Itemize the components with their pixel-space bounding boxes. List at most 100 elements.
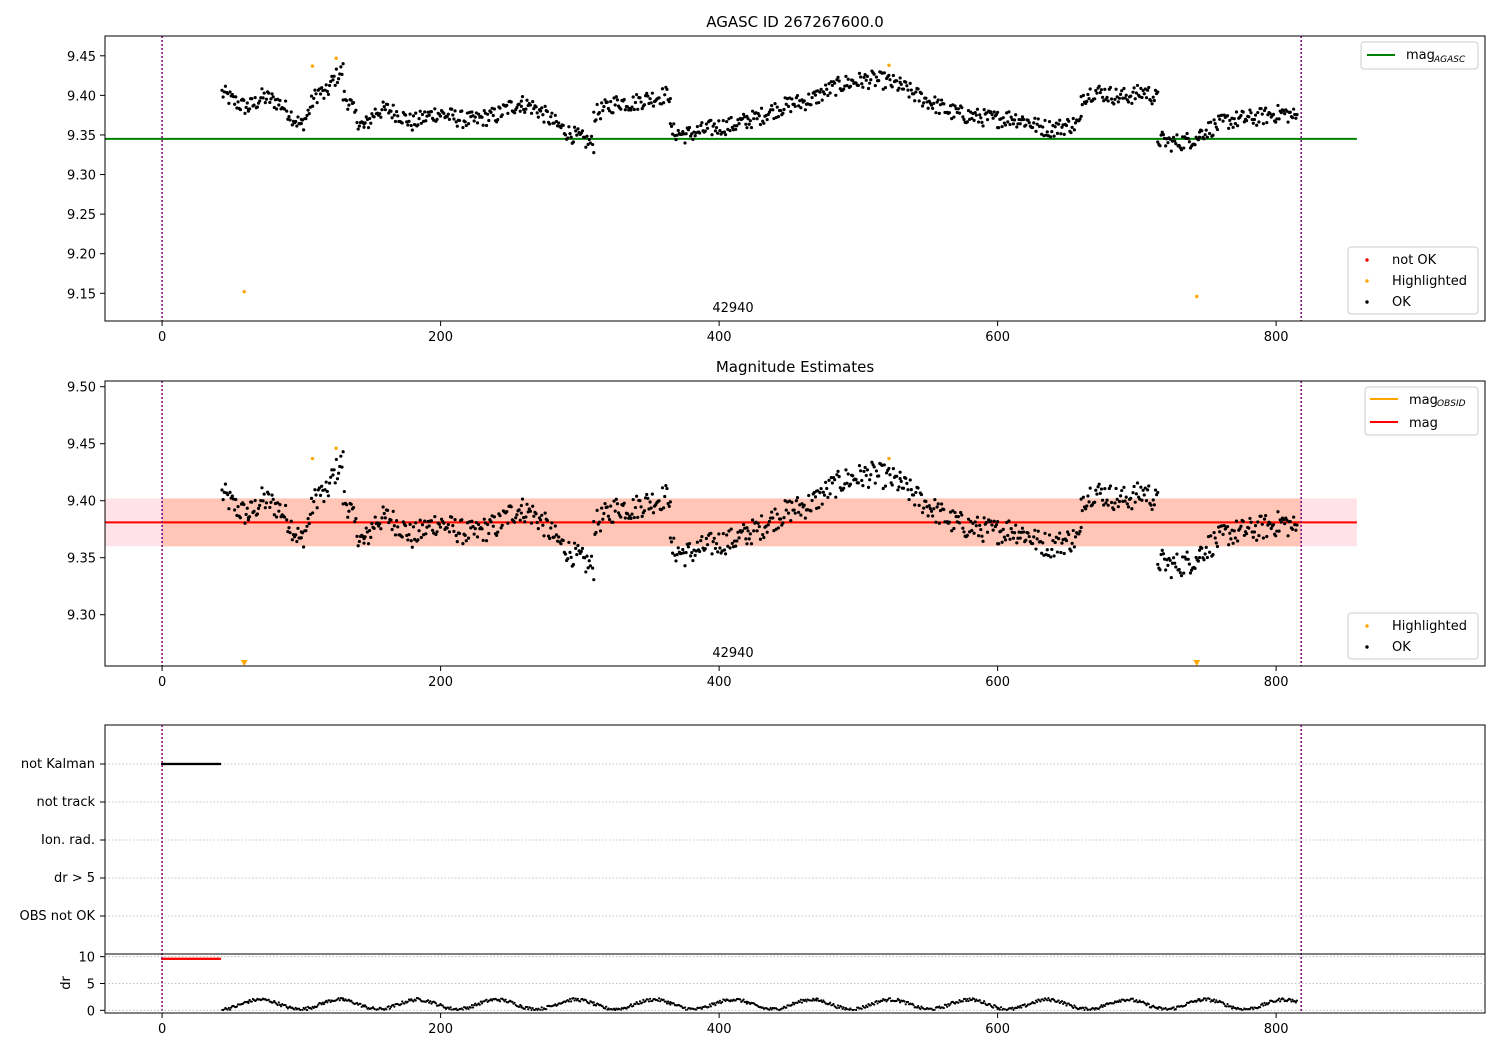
ok-point bbox=[665, 87, 669, 91]
ok-point bbox=[961, 526, 965, 530]
ok-point bbox=[881, 87, 885, 91]
ok-point bbox=[660, 486, 665, 490]
ok-point bbox=[950, 529, 954, 533]
ok-point bbox=[391, 509, 395, 513]
ok-point bbox=[868, 81, 872, 85]
ok-point bbox=[258, 503, 262, 507]
ok-point bbox=[1086, 92, 1090, 97]
ok-point bbox=[781, 521, 785, 525]
x-tick-label: 200 bbox=[428, 1022, 453, 1037]
ok-point bbox=[842, 87, 846, 91]
ok-point bbox=[1014, 523, 1018, 527]
ok-point bbox=[1008, 537, 1012, 541]
ok-point bbox=[916, 87, 920, 91]
ok-point bbox=[1140, 498, 1144, 502]
ok-point bbox=[460, 518, 464, 522]
ok-point bbox=[1260, 522, 1264, 526]
ok-point bbox=[309, 94, 314, 98]
ok-point bbox=[380, 108, 384, 112]
dr-point bbox=[869, 1004, 872, 1007]
ok-point bbox=[1036, 529, 1040, 533]
ok-point bbox=[561, 538, 565, 543]
ok-point bbox=[312, 499, 316, 504]
dr-point bbox=[568, 997, 572, 1001]
dr-point bbox=[815, 999, 818, 1002]
ok-point bbox=[1000, 540, 1004, 544]
ok-point bbox=[741, 522, 746, 527]
ok-point bbox=[1073, 535, 1078, 539]
ok-point bbox=[700, 121, 704, 125]
ok-point bbox=[484, 123, 489, 128]
ok-point bbox=[1218, 117, 1222, 121]
x-tick-label: 0 bbox=[158, 1022, 166, 1037]
ok-point bbox=[250, 97, 254, 101]
flags-y-ticks bbox=[100, 763, 105, 917]
ok-point bbox=[290, 123, 294, 127]
ok-point bbox=[482, 108, 486, 113]
ok-point bbox=[323, 488, 327, 492]
ok-point bbox=[1290, 115, 1295, 120]
ok-point bbox=[295, 539, 299, 544]
ok-point bbox=[845, 83, 849, 88]
dr-point bbox=[721, 1000, 724, 1004]
ok-point bbox=[1038, 539, 1043, 544]
ok-point bbox=[498, 513, 502, 518]
ok-point bbox=[363, 121, 367, 125]
ok-point bbox=[646, 94, 650, 98]
dr-point bbox=[790, 1003, 793, 1006]
ok-point bbox=[366, 125, 371, 130]
ok-point bbox=[1043, 531, 1047, 535]
ok-point bbox=[1265, 120, 1269, 125]
y-tick-label: 9.25 bbox=[67, 208, 96, 223]
ok-point bbox=[1279, 111, 1283, 115]
ok-point bbox=[1185, 550, 1189, 554]
ok-point bbox=[495, 533, 499, 537]
dr-point bbox=[1282, 998, 1285, 1001]
ok-point bbox=[598, 529, 603, 533]
ok-point bbox=[362, 125, 366, 129]
ok-point bbox=[891, 467, 895, 471]
ok-point bbox=[860, 82, 864, 86]
ok-point bbox=[651, 104, 656, 108]
ok-point bbox=[611, 111, 615, 115]
ok-point bbox=[1066, 530, 1070, 534]
ok-point bbox=[863, 465, 867, 470]
ok-point bbox=[672, 536, 676, 540]
ok-point bbox=[1255, 538, 1259, 542]
dr-point bbox=[1052, 998, 1056, 1002]
ok-point bbox=[1001, 527, 1005, 532]
dr-point bbox=[916, 1004, 920, 1008]
ok-point bbox=[1261, 122, 1265, 126]
ok-point bbox=[1156, 90, 1160, 94]
ok-point bbox=[1295, 523, 1299, 527]
ok-point bbox=[1247, 115, 1251, 119]
ok-point bbox=[290, 538, 294, 542]
ok-point bbox=[816, 489, 820, 493]
ok-point bbox=[481, 538, 485, 542]
ok-point bbox=[1086, 494, 1090, 498]
ok-point bbox=[883, 85, 888, 90]
ok-point bbox=[314, 92, 318, 96]
ok-point bbox=[890, 85, 894, 89]
ok-point bbox=[1196, 559, 1201, 563]
ok-point bbox=[457, 118, 462, 123]
ok-point bbox=[874, 75, 879, 79]
ok-point bbox=[1231, 541, 1235, 545]
ok-point bbox=[1271, 112, 1276, 116]
dr-point bbox=[387, 1005, 390, 1008]
dr-point bbox=[781, 1007, 784, 1010]
ok-point bbox=[437, 522, 441, 526]
ok-point bbox=[613, 509, 617, 513]
ok-point bbox=[901, 87, 906, 91]
ok-point bbox=[1115, 497, 1119, 501]
ok-point bbox=[534, 105, 538, 109]
ok-point bbox=[391, 103, 395, 107]
ok-point bbox=[911, 493, 916, 497]
ok-point bbox=[1070, 541, 1074, 545]
dr-point bbox=[974, 1000, 977, 1003]
ok-point bbox=[233, 508, 237, 512]
ok-point bbox=[1151, 95, 1155, 99]
dr-point bbox=[1205, 999, 1208, 1002]
ok-point bbox=[741, 112, 746, 116]
ok-point bbox=[786, 511, 791, 515]
